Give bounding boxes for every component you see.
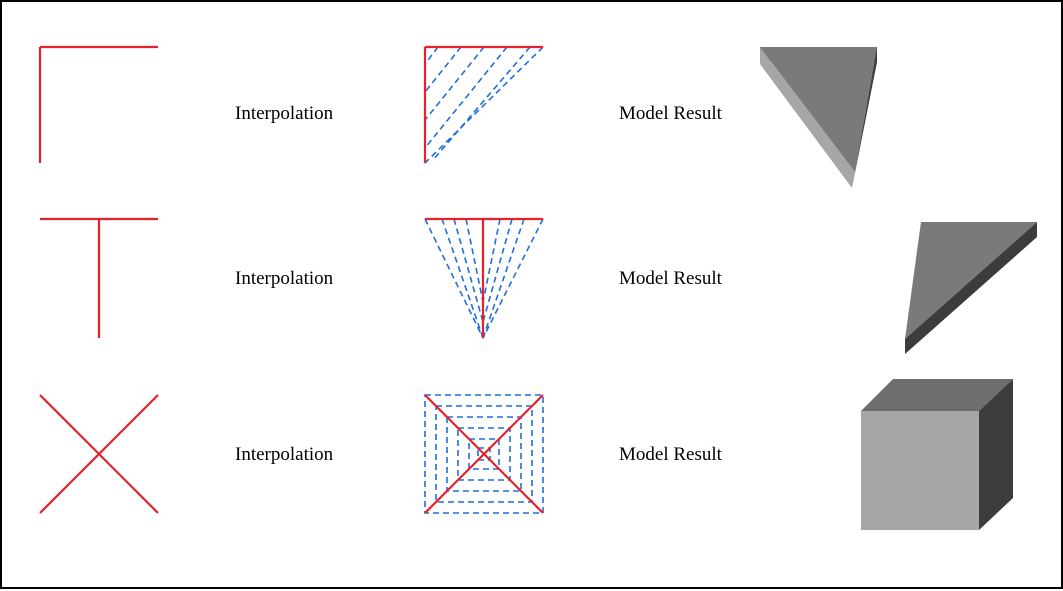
model-result-label: Model Result [619, 444, 723, 465]
interp-square [435, 405, 533, 503]
interp-dash [465, 218, 484, 303]
interp-dash [441, 218, 484, 339]
model-result-cube [861, 379, 1013, 530]
wedge-side-face [760, 47, 855, 188]
interp-dash [482, 218, 501, 303]
wedge-front-face [760, 47, 877, 172]
interpolation-label: Interpolation [235, 444, 334, 465]
interp-dash [424, 46, 508, 149]
input-sketch-corner [38, 45, 158, 163]
row-t-junction: Interpolation Model Result [40, 217, 1037, 354]
interp-dash [482, 218, 544, 339]
input-sketch-t-junction [40, 217, 158, 338]
interp-square [468, 438, 500, 470]
row-corner: Interpolation Model Result [38, 45, 877, 188]
interp-dash [424, 46, 439, 65]
model-result-slanted-wedge [905, 222, 1037, 354]
interp-dash [424, 46, 485, 121]
model-result-label: Model Result [619, 268, 723, 289]
interp-square [457, 427, 511, 481]
interp-dash [424, 46, 462, 93]
interp-dash [482, 218, 525, 339]
model-result-wedge [760, 47, 877, 188]
interp-square [424, 394, 544, 514]
interpolation-sketch-cross [424, 394, 544, 514]
input-sketch-cross [39, 394, 159, 514]
interp-square [477, 447, 491, 461]
row-cross: Interpolation Model Result [39, 379, 1013, 530]
interpolation-label: Interpolation [235, 268, 334, 289]
guide-line-diagonal-b [39, 394, 159, 514]
interp-dash [453, 218, 484, 323]
interp-dash [424, 46, 544, 164]
model-result-label: Model Result [619, 103, 723, 124]
interp-dash [424, 218, 484, 339]
interp-square [446, 416, 522, 492]
interpolation-sketch-corner [423, 45, 544, 164]
cube-right-face [979, 379, 1013, 530]
interp-dash [432, 46, 531, 161]
cube-front-face [861, 411, 979, 530]
interpolation-sketch-t-junction [424, 217, 544, 339]
cube-top-face [861, 379, 1013, 411]
slanted-wedge-side-face [905, 222, 1037, 354]
guide-line-diagonal-b [424, 394, 544, 514]
interp-dash [482, 218, 513, 323]
interpolation-label: Interpolation [235, 103, 334, 124]
